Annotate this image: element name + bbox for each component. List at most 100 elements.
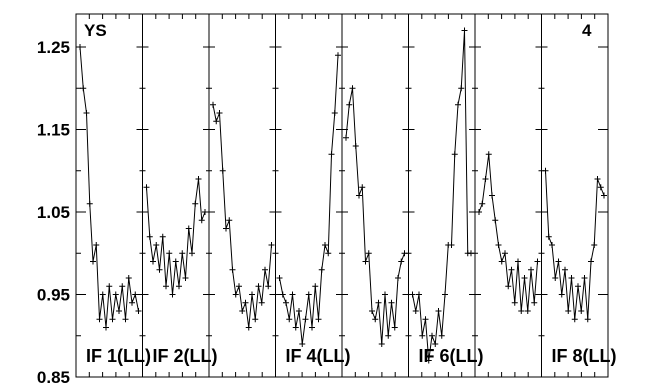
data-point [322, 242, 328, 248]
panel-label: IF 6(LL) [419, 346, 484, 366]
data-point [479, 200, 486, 207]
data-point [286, 316, 293, 323]
data-point [216, 110, 223, 116]
data-point [591, 242, 598, 248]
series-line [345, 88, 405, 345]
data-point [451, 151, 458, 158]
panel-labels: IF 1(LL) IF 2(LL) IF 4(LL) IF 6(LL) IF 8(LL) [86, 346, 617, 366]
data-point [422, 316, 429, 323]
data-point [176, 283, 182, 290]
data-point [419, 332, 426, 339]
data-point [489, 192, 495, 199]
data-point [412, 308, 419, 314]
data-point [372, 316, 379, 323]
data-point [601, 192, 607, 199]
data-point [549, 242, 555, 248]
data-point [362, 258, 369, 265]
data-point [331, 110, 338, 116]
data-point [169, 291, 176, 298]
data-point [521, 275, 528, 281]
data-point [143, 184, 150, 191]
data-point [109, 316, 116, 323]
data-point [135, 308, 142, 314]
data-point [116, 308, 122, 314]
data-point [571, 316, 578, 323]
data-point [163, 283, 169, 290]
data-point [482, 176, 489, 182]
data-point [398, 258, 405, 265]
data-point [283, 299, 289, 306]
data-point [461, 27, 468, 34]
panel-dividers [142, 14, 542, 377]
data-point [182, 275, 189, 281]
data-point [584, 316, 591, 323]
data-point [159, 233, 166, 240]
data-point [369, 308, 375, 314]
data-point [262, 266, 268, 273]
data-point [242, 299, 249, 306]
corner-left-label: YS [84, 21, 107, 40]
data-point [106, 283, 113, 290]
data-point [198, 217, 205, 224]
data-point [302, 316, 309, 323]
data-point [555, 258, 562, 265]
data-point [292, 324, 299, 331]
data-point [442, 291, 448, 298]
data-point [505, 283, 512, 290]
data-point [318, 266, 325, 273]
data-point [375, 299, 382, 306]
data-point [401, 250, 408, 257]
data-point [296, 308, 302, 314]
data-point [226, 217, 233, 224]
data-point [229, 266, 236, 273]
data-point [515, 258, 521, 265]
data-point [93, 242, 100, 248]
panel-label: IF 1(LL) [86, 346, 151, 366]
corner-right-label: 4 [582, 21, 592, 40]
data-point [518, 308, 525, 314]
data-point [388, 299, 395, 306]
y-tick-label: 1.15 [37, 121, 70, 140]
panel-label: IF 2(LL) [153, 346, 218, 366]
data-point [245, 324, 252, 331]
data-point [391, 324, 398, 331]
data-point [552, 275, 559, 281]
series-line [412, 30, 471, 361]
data-point [86, 200, 93, 207]
data-point [299, 341, 306, 347]
data-point [346, 101, 353, 108]
panel-label: IF 4(LL) [286, 346, 351, 366]
data-point [382, 291, 388, 298]
data-point [597, 184, 604, 191]
data-point [309, 324, 315, 331]
y-tick-label: 1.05 [37, 203, 70, 222]
data-point [90, 258, 96, 265]
data-point [328, 151, 335, 158]
data-point [448, 242, 455, 248]
data-point [132, 291, 139, 298]
data-point [385, 332, 392, 339]
data-point [219, 167, 226, 174]
data-point [568, 275, 575, 281]
data-point [255, 283, 262, 290]
data-point [125, 275, 132, 281]
data-point [195, 176, 202, 182]
data-point [129, 299, 135, 306]
data-point [223, 225, 229, 232]
y-tick-label: 0.85 [37, 368, 70, 387]
data-point [119, 283, 126, 290]
series-group [77, 27, 607, 364]
data-point [468, 250, 474, 257]
data-point [581, 275, 588, 281]
data-point [210, 101, 216, 108]
data-point [438, 332, 445, 339]
data-point [359, 184, 366, 191]
data-point [502, 250, 508, 257]
data-point [578, 308, 585, 314]
data-point [122, 316, 129, 323]
data-point [315, 316, 322, 323]
data-point [432, 341, 439, 347]
y-tick-label: 1.25 [37, 38, 70, 57]
data-point [213, 118, 220, 125]
